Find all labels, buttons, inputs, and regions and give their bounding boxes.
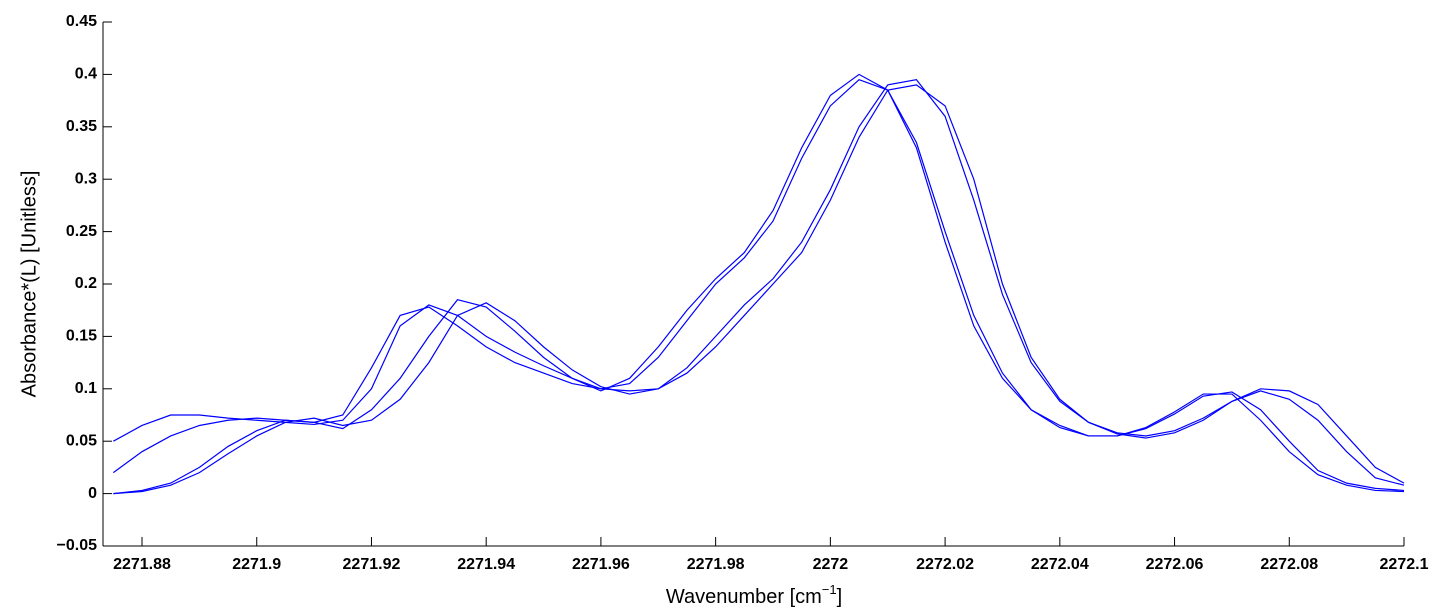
y-tick-label: 0.35	[66, 118, 97, 135]
x-tick-label: 2272	[813, 556, 849, 573]
x-tick-label: 2271.98	[687, 556, 745, 573]
series-line	[112, 84, 1405, 484]
x-tick-label: 2272.06	[1146, 556, 1204, 573]
y-tick-label: 0.3	[75, 170, 97, 187]
x-tick-label: 2272.04	[1031, 556, 1089, 573]
x-tick-label: 2271.9	[232, 556, 281, 573]
y-tick-label: 0.2	[75, 275, 97, 292]
y-tick-label: 0.45	[66, 13, 97, 30]
y-tick-label: 0.4	[75, 66, 97, 83]
y-tick-label: −0.05	[57, 537, 98, 554]
x-tick-label: 2271.94	[457, 556, 515, 573]
x-tick-label: 2272.1	[1380, 556, 1429, 573]
x-axis-label-suffix: ]	[837, 586, 843, 608]
x-tick-label: 2271.92	[343, 556, 401, 573]
x-axis-label: Wavenumber [cm−1]	[666, 582, 842, 608]
x-axis-label-superscript: −1	[822, 582, 837, 597]
y-tick-label: 0.15	[66, 328, 97, 345]
x-tick-label: 2271.96	[572, 556, 630, 573]
y-tick-label: 0.05	[66, 432, 97, 449]
series-line	[113, 73, 1405, 495]
x-tick-label: 2272.02	[916, 556, 974, 573]
x-tick-label: 2271.88	[113, 556, 171, 573]
y-tick-label: 0.1	[75, 380, 97, 397]
series-line	[113, 78, 1405, 492]
y-tick-label: 0	[88, 485, 97, 502]
series-line	[113, 78, 1405, 495]
x-axis-label-text: Wavenumber [cm	[666, 586, 822, 608]
y-axis-label: Absorbance*(L) [Unitless]	[18, 171, 40, 398]
x-tick-label: 2272.08	[1260, 556, 1318, 573]
y-tick-label: 0.25	[66, 223, 97, 240]
